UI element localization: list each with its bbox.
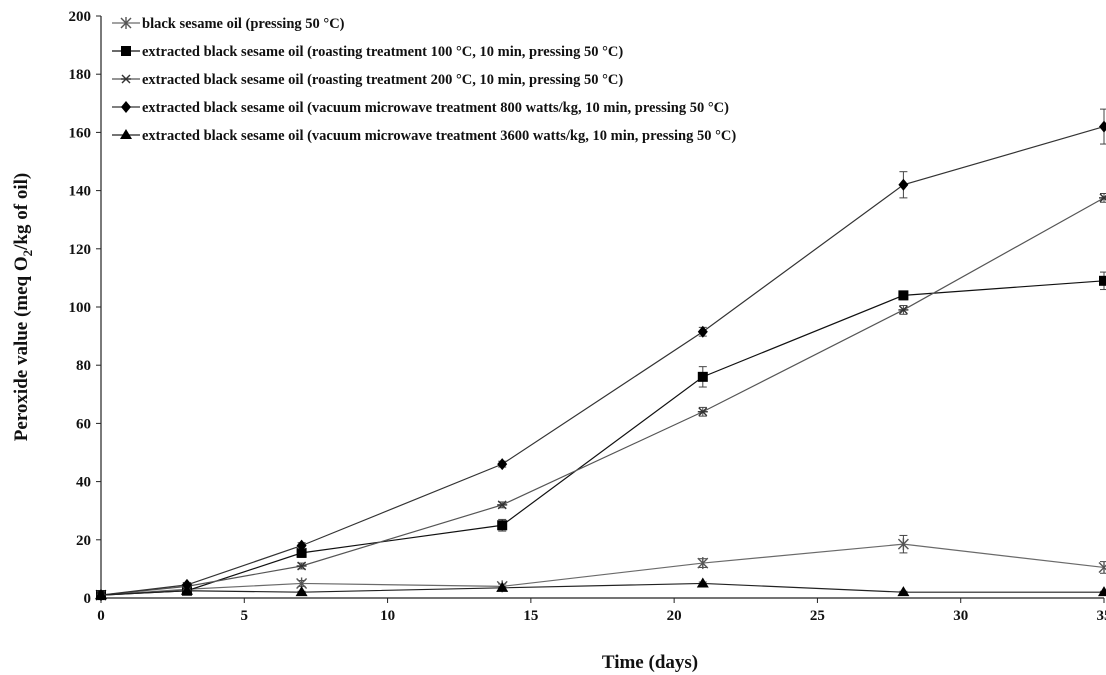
triangle-marker [897, 586, 910, 597]
data-point [697, 557, 709, 570]
x-tick-label: 15 [523, 608, 538, 624]
series-asterisk [96, 193, 1106, 600]
x-axis-title: Time (days) [602, 652, 698, 673]
y-tick-label: 100 [69, 300, 92, 316]
legend-label: black sesame oil (pressing 50 °C) [142, 16, 345, 32]
square-marker [898, 290, 909, 301]
data-point [898, 305, 909, 315]
legend: black sesame oil (pressing 50 °C) extract… [112, 16, 736, 144]
triangle-marker [120, 129, 132, 139]
diamond-marker [898, 178, 909, 191]
data-point [697, 371, 708, 382]
legend-label: extracted black sesame oil (vacuum micro… [142, 128, 736, 144]
x-tick-label: 25 [810, 608, 825, 624]
data-point [1099, 275, 1106, 286]
series-triangle [95, 577, 1106, 600]
x-tick-label: 0 [97, 608, 105, 624]
data-point [296, 539, 307, 552]
diamond-marker [121, 101, 131, 113]
legend-item: black sesame oil (pressing 50 °C) [112, 16, 345, 32]
square-marker [121, 46, 131, 56]
x-tick-label: 20 [667, 608, 682, 624]
data-point [95, 589, 107, 600]
data-point [296, 547, 307, 558]
data-point [295, 586, 308, 597]
data-point [121, 74, 131, 84]
data-point [696, 577, 709, 588]
data-point [898, 178, 909, 191]
plot-area [95, 108, 1106, 602]
y-axis-title-main: Peroxide value (meq O [11, 256, 32, 441]
series-diamond [96, 108, 1106, 602]
data-point [120, 17, 132, 29]
legend-item: extracted black sesame oil (roasting tre… [112, 44, 623, 60]
legend-item: extracted black sesame oil (vacuum micro… [112, 100, 729, 116]
triangle-marker [295, 586, 308, 597]
data-point [897, 538, 909, 551]
y-tick-label: 180 [69, 67, 92, 83]
data-point [697, 407, 708, 417]
y-axis-title-subscript: 2 [20, 250, 35, 257]
legend-label: extracted black sesame oil (roasting tre… [142, 44, 623, 60]
series-square [96, 271, 1106, 601]
triangle-marker [696, 577, 709, 588]
data-point [180, 584, 193, 595]
diamond-marker [697, 325, 708, 338]
data-point [497, 500, 508, 510]
diamond-marker [1099, 120, 1106, 133]
x-tick-label: 5 [241, 608, 249, 624]
y-axis-title-end: /kg of oil) [11, 173, 32, 251]
data-point [121, 46, 131, 56]
axes: 0 20 40 60 80 100 120 140 160 180 200 0 5 10 15 20 25 30 3… [69, 9, 1106, 624]
y-tick-label: 200 [69, 9, 92, 25]
data-point [120, 129, 132, 139]
data-point [1099, 120, 1106, 133]
y-tick-label: 140 [69, 184, 92, 200]
data-point [1098, 586, 1106, 597]
data-point [121, 101, 131, 113]
series-line [100, 126, 1105, 596]
data-point [897, 586, 910, 597]
legend-label: extracted black sesame oil (roasting tre… [142, 72, 623, 88]
diamond-marker [296, 539, 307, 552]
y-tick-label: 0 [84, 591, 92, 607]
data-point [1099, 193, 1106, 203]
legend-item: extracted black sesame oil (roasting tre… [112, 72, 623, 88]
x-tick-label: 30 [953, 608, 968, 624]
y-tick-label: 60 [76, 416, 91, 432]
legend-item: extracted black sesame oil (vacuum micro… [112, 128, 736, 144]
square-marker [497, 520, 508, 531]
data-point [496, 581, 509, 592]
y-tick-label: 120 [69, 242, 92, 258]
x-tick-label: 10 [380, 608, 395, 624]
y-tick-label: 40 [76, 475, 91, 491]
y-tick-label: 80 [76, 358, 91, 374]
data-point [296, 561, 307, 571]
y-axis-title: Peroxide value (meq O2/kg of oil) [11, 173, 35, 441]
square-marker [1099, 275, 1106, 286]
square-marker [296, 547, 307, 558]
diamond-marker [497, 458, 508, 471]
data-point [898, 290, 909, 301]
series-line [100, 197, 1105, 596]
legend-label: extracted black sesame oil (vacuum micro… [142, 100, 729, 116]
square-marker [697, 371, 708, 382]
y-tick-label: 20 [76, 533, 91, 549]
data-point [497, 520, 508, 531]
triangle-marker [180, 584, 193, 595]
triangle-marker [1098, 586, 1106, 597]
data-point [497, 458, 508, 471]
series-line [100, 582, 1104, 596]
data-point [1098, 561, 1106, 574]
x-tick-label: 35 [1097, 608, 1106, 624]
series-line [100, 280, 1105, 596]
triangle-marker [496, 581, 509, 592]
data-point [697, 325, 708, 338]
triangle-marker [95, 589, 107, 600]
y-tick-label: 160 [69, 125, 92, 141]
